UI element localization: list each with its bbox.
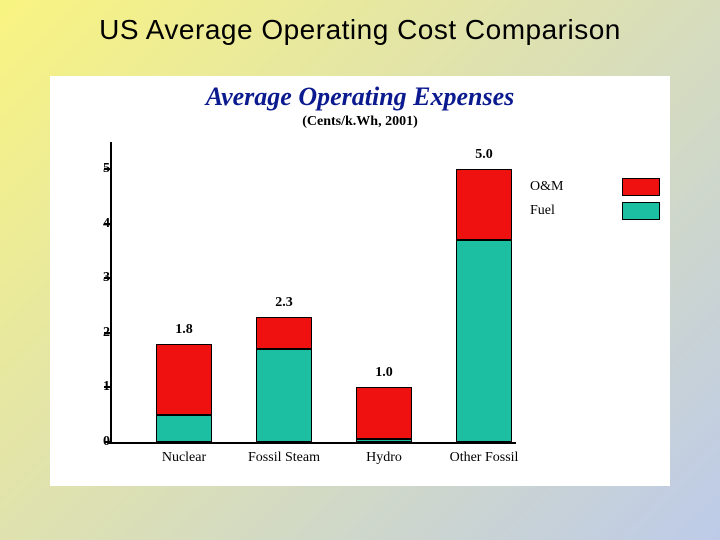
plot-area: 1.82.31.05.0 [112, 142, 512, 442]
slide-title: US Average Operating Cost Comparison [0, 14, 720, 46]
bar-fuel [156, 415, 212, 442]
legend-item: Fuel [530, 202, 660, 220]
slide: US Average Operating Cost Comparison Ave… [0, 0, 720, 540]
bar-fuel [256, 349, 312, 442]
x-tick-label: Hydro [366, 450, 402, 466]
legend-label: Fuel [530, 203, 555, 219]
chart-subtitle: (Cents/k.Wh, 2001) [50, 114, 670, 130]
bar-fuel [356, 439, 412, 442]
y-tick-mark [104, 168, 112, 170]
y-tick-mark [104, 223, 112, 225]
bar-fuel [456, 240, 512, 442]
legend-label: O&M [530, 179, 563, 195]
legend: O&M Fuel [530, 178, 660, 226]
y-tick-mark [104, 386, 112, 388]
y-tick-mark [104, 441, 112, 443]
legend-swatch [622, 178, 660, 196]
bar-om [156, 344, 212, 415]
bar-om [256, 317, 312, 350]
plot-wrap: 1.82.31.05.0 O&MFuel 012345NuclearFossil… [50, 142, 670, 472]
chart-title: Average Operating Expenses [50, 82, 670, 112]
bar-total-label: 1.8 [144, 322, 224, 338]
bar-om [356, 387, 412, 439]
y-tick-mark [104, 332, 112, 334]
x-tick-label: Other Fossil [450, 450, 519, 466]
bar-total-label: 2.3 [244, 295, 324, 311]
bar-total-label: 5.0 [444, 147, 524, 163]
bar-total-label: 1.0 [344, 365, 424, 381]
x-tick-label: Fossil Steam [248, 450, 320, 466]
bar-om [456, 169, 512, 240]
x-tick-label: Nuclear [162, 450, 206, 466]
y-tick-mark [104, 277, 112, 279]
legend-swatch [622, 202, 660, 220]
x-axis [108, 442, 516, 444]
chart-panel: Average Operating Expenses (Cents/k.Wh, … [50, 76, 670, 486]
legend-item: O&M [530, 178, 660, 196]
